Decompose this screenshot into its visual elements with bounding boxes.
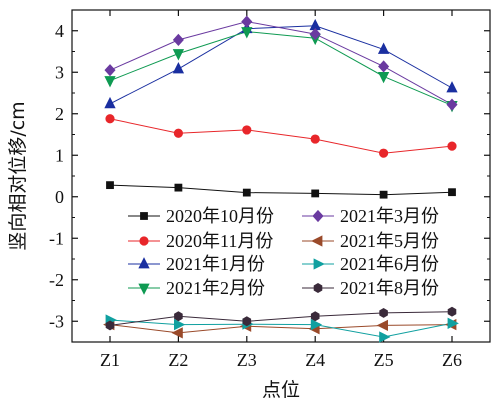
data-point-3-1 bbox=[172, 49, 185, 61]
legend-label-0: 2020年10月份 bbox=[166, 206, 274, 226]
y-tick-label: -2 bbox=[49, 270, 64, 290]
data-point-1-3 bbox=[310, 134, 320, 144]
data-point-0-3 bbox=[311, 189, 320, 198]
legend-marker-3 bbox=[138, 283, 150, 295]
data-point-1-0 bbox=[105, 114, 115, 124]
data-point-7-0 bbox=[105, 320, 115, 331]
data-point-4-4 bbox=[378, 60, 390, 73]
legend-label-3: 2021年2月份 bbox=[166, 278, 265, 298]
data-point-4-5 bbox=[446, 98, 458, 111]
series-line-5 bbox=[109, 324, 453, 334]
data-point-7-3 bbox=[310, 311, 320, 322]
legend-label-6: 2021年6月份 bbox=[340, 254, 439, 274]
data-point-1-1 bbox=[173, 128, 183, 138]
data-point-5-1 bbox=[171, 327, 183, 339]
x-tick-label: Z5 bbox=[374, 350, 394, 370]
data-point-6-3 bbox=[310, 318, 323, 331]
data-point-2-0 bbox=[104, 96, 116, 109]
data-point-4-1 bbox=[172, 33, 184, 46]
y-tick-label: 3 bbox=[55, 62, 64, 82]
series-line-4 bbox=[109, 21, 453, 106]
legend-label-2: 2021年1月份 bbox=[166, 254, 265, 274]
data-point-2-4 bbox=[377, 42, 390, 54]
x-tick-label: Z3 bbox=[237, 350, 257, 370]
data-point-1-4 bbox=[378, 148, 389, 158]
x-tick-label: Z1 bbox=[100, 350, 120, 370]
data-point-0-2 bbox=[242, 188, 251, 197]
y-tick-label: -1 bbox=[49, 228, 64, 248]
data-point-0-4 bbox=[379, 190, 388, 199]
legend-marker-5 bbox=[311, 235, 323, 247]
series-line-7 bbox=[109, 311, 453, 326]
legend-marker-2 bbox=[138, 257, 150, 269]
data-point-6-1 bbox=[173, 318, 186, 331]
data-point-1-2 bbox=[242, 125, 252, 135]
y-tick-label: 1 bbox=[55, 145, 64, 165]
series-line-2 bbox=[109, 25, 453, 105]
x-tick-label: Z4 bbox=[305, 350, 325, 370]
legend-marker-0 bbox=[140, 212, 148, 220]
data-point-7-5 bbox=[447, 306, 457, 317]
data-point-3-0 bbox=[104, 76, 116, 88]
legend-marker-7 bbox=[313, 283, 323, 293]
series-line-3 bbox=[109, 31, 453, 106]
data-point-2-5 bbox=[446, 81, 458, 93]
data-point-6-4 bbox=[379, 331, 391, 343]
series-line-1 bbox=[109, 118, 453, 154]
data-point-2-1 bbox=[172, 62, 185, 74]
y-tick-label: 0 bbox=[55, 187, 64, 207]
legend-marker-6 bbox=[313, 258, 325, 270]
x-tick-label: Z6 bbox=[442, 350, 462, 370]
data-point-4-2 bbox=[241, 15, 253, 28]
data-point-0-1 bbox=[174, 183, 183, 192]
data-point-7-2 bbox=[242, 316, 252, 327]
data-point-0-0 bbox=[106, 181, 114, 190]
y-tick-label: 4 bbox=[55, 21, 64, 41]
data-point-6-5 bbox=[447, 317, 459, 329]
legend-marker-1 bbox=[139, 236, 149, 246]
data-point-4-0 bbox=[104, 64, 116, 77]
data-point-7-4 bbox=[379, 307, 388, 318]
y-axis-title: 竖向相对位移/cm bbox=[7, 101, 29, 250]
y-tick-label: -3 bbox=[49, 311, 64, 331]
legend-label-5: 2021年5月份 bbox=[340, 231, 439, 251]
legend-label-7: 2021年8月份 bbox=[340, 278, 439, 298]
data-point-7-1 bbox=[174, 311, 183, 322]
data-point-0-5 bbox=[448, 188, 456, 197]
legend-label-4: 2021年3月份 bbox=[340, 206, 439, 226]
y-tick-label: 2 bbox=[55, 104, 64, 124]
data-point-4-3 bbox=[309, 27, 321, 41]
series-line-6 bbox=[109, 319, 453, 338]
series-line-0 bbox=[109, 184, 453, 196]
x-tick-label: Z2 bbox=[168, 350, 188, 370]
data-point-1-5 bbox=[447, 141, 457, 151]
x-axis-title: 点位 bbox=[262, 379, 300, 401]
legend-label-1: 2020年11月份 bbox=[166, 231, 273, 251]
legend-marker-4 bbox=[312, 209, 324, 223]
data-point-5-4 bbox=[376, 319, 389, 332]
